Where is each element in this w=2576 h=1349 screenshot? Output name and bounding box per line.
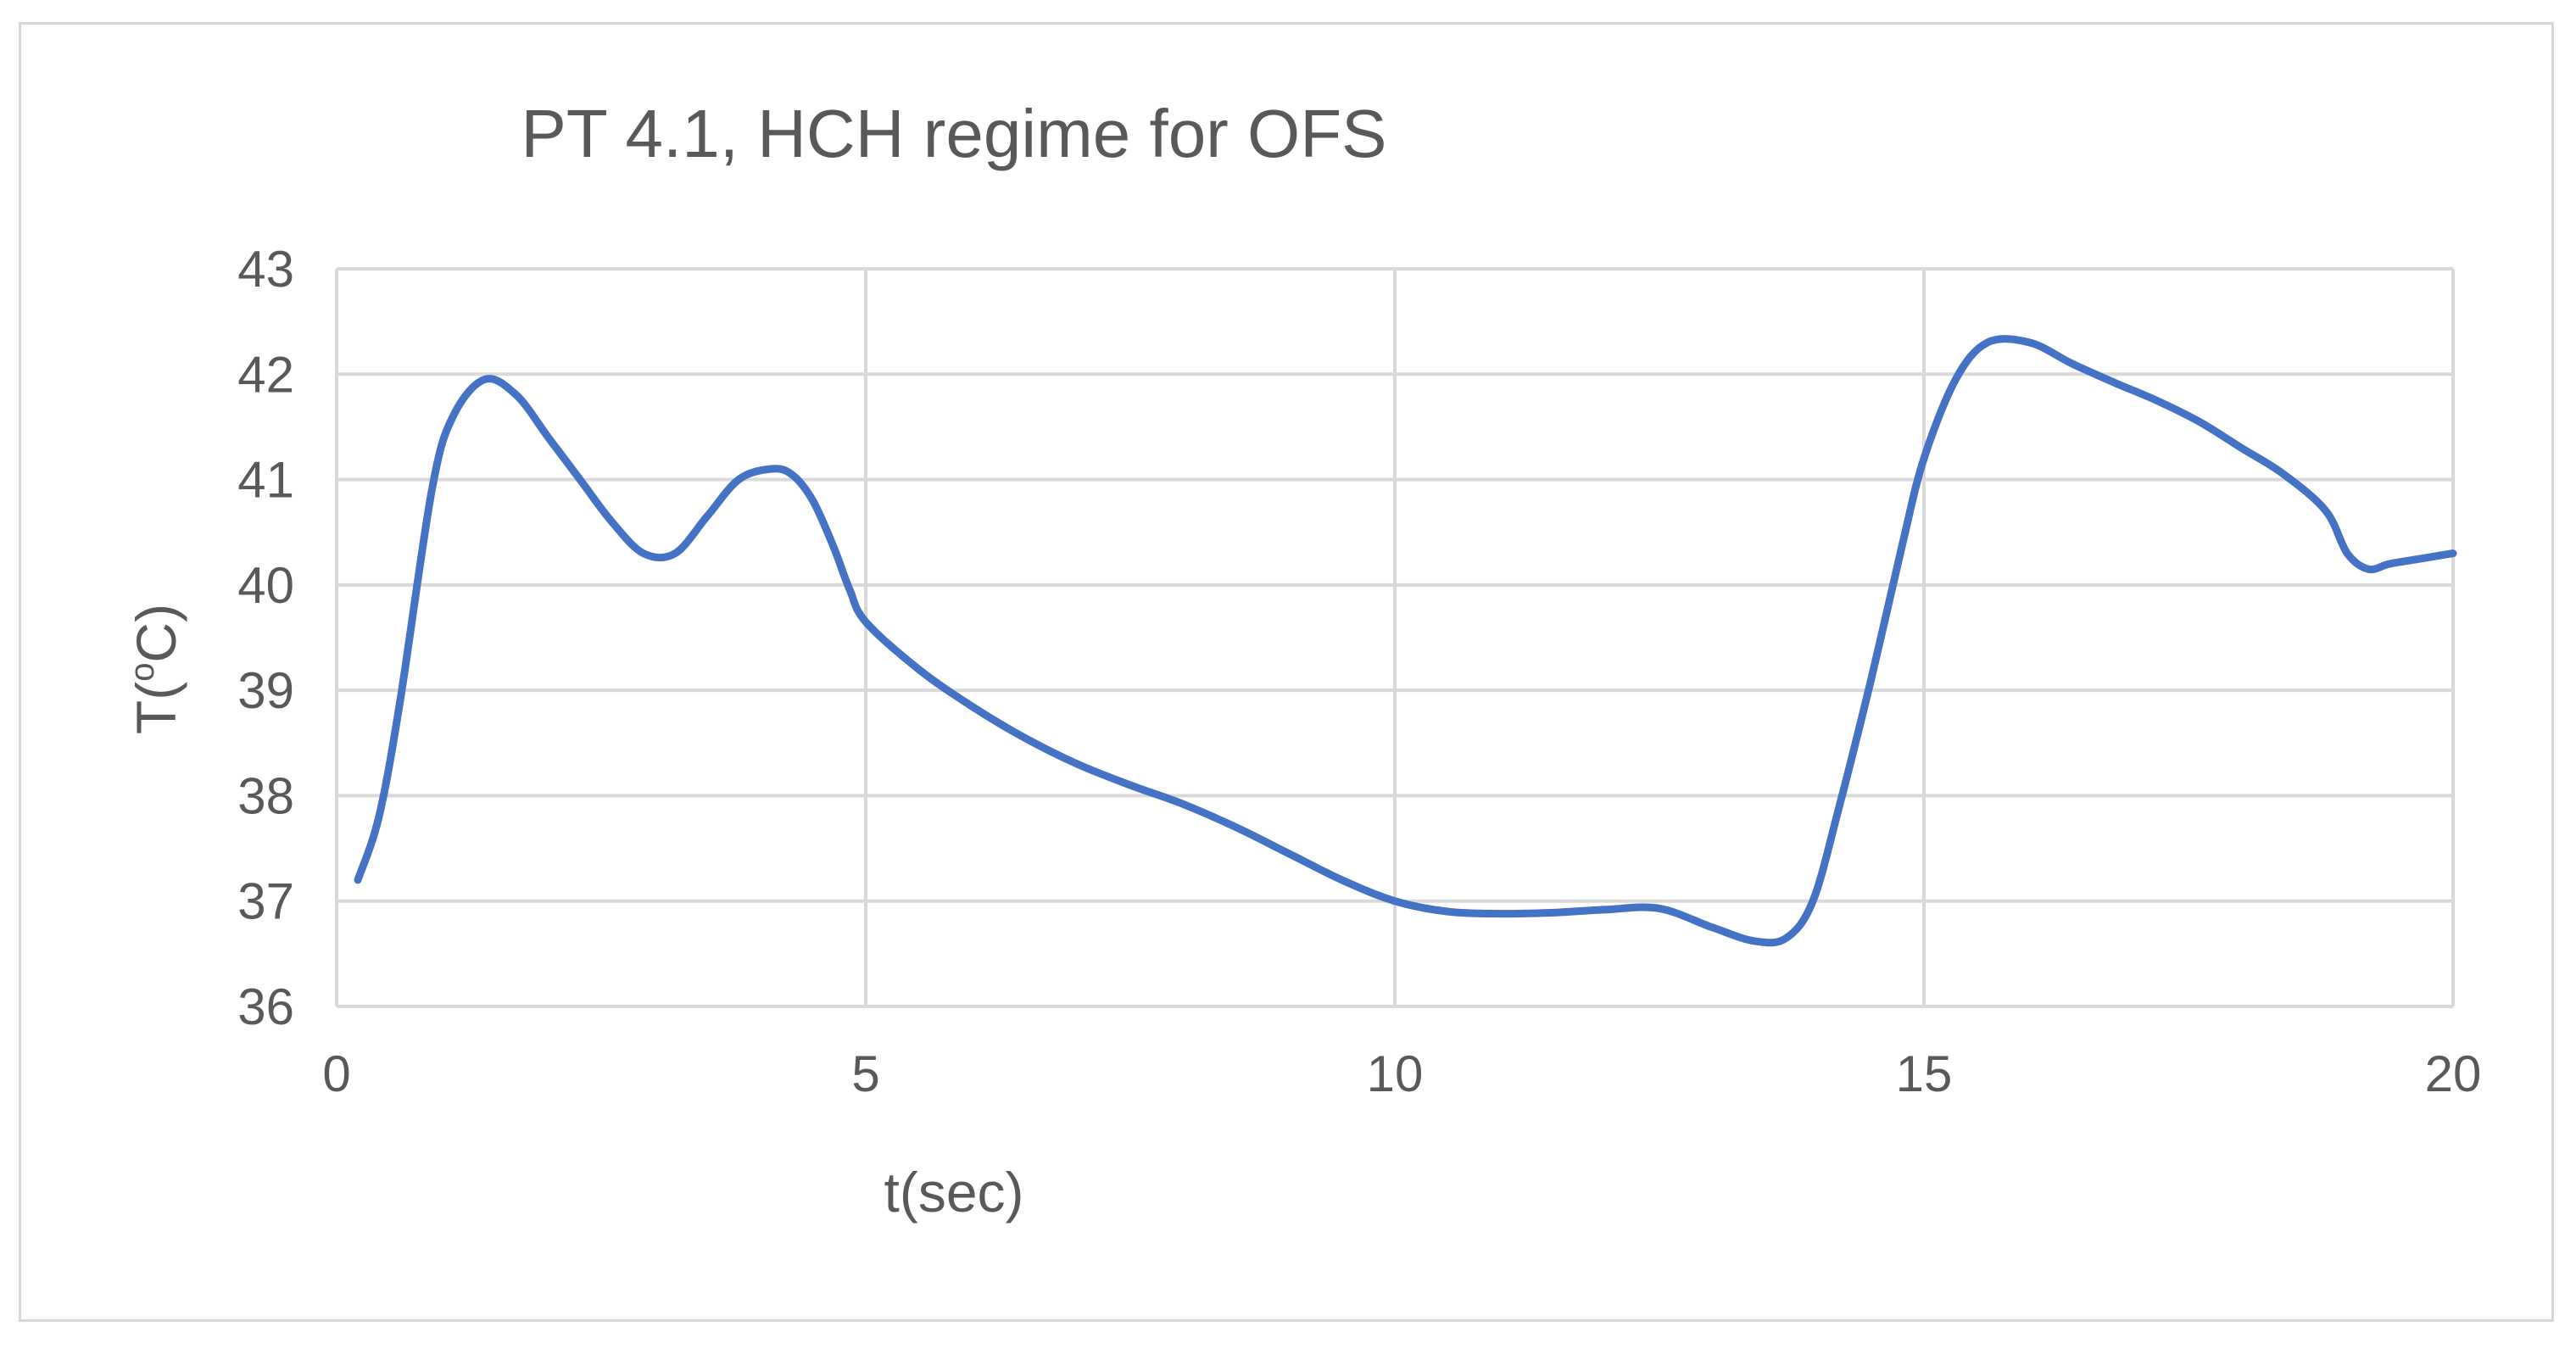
y-tick-label: 36 [237,978,294,1035]
series-lines [354,335,2457,947]
x-axis-title: t(sec) [884,1161,1024,1224]
y-tick-label: 39 [237,662,294,719]
x-tick-label: 20 [2425,1045,2482,1102]
gridlines [335,267,2455,1008]
x-tick-label: 0 [322,1045,350,1102]
y-tick-label: 38 [237,767,294,824]
x-tick-labels: 0 5 10 15 20 [322,1045,2481,1102]
y-axis-title: T(oC) [124,604,187,734]
y-axis-title-superscript: o [124,663,161,682]
x-tick-label: 10 [1367,1045,1424,1102]
temperature-series-line [354,335,2457,947]
y-tick-label: 37 [237,873,294,930]
y-tick-label: 42 [237,346,294,403]
y-tick-label: 43 [237,241,294,298]
y-axis-title-prefix: T( [125,682,187,734]
y-tick-label: 40 [237,557,294,614]
chart-title: PT 4.1, HCH regime for OFS [521,96,1386,171]
x-tick-label: 5 [851,1045,879,1102]
y-tick-label: 41 [237,452,294,509]
line-chart: PT 4.1, HCH regime for OFS 36 37 38 39 40 41 4… [124,96,2481,1224]
x-tick-label: 15 [1896,1045,1953,1102]
y-axis-title-suffix: C) [125,604,187,663]
chart-area: PT 4.1, HCH regime for OFS 36 37 38 39 40 41 4… [19,22,2554,1322]
y-tick-labels: 36 37 38 39 40 41 42 43 [237,241,294,1035]
